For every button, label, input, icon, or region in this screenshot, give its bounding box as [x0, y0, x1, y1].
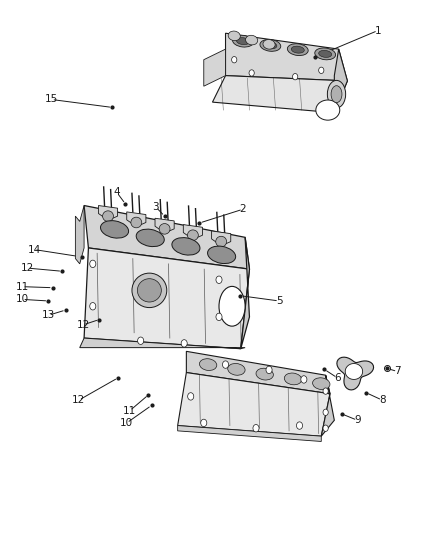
Circle shape — [181, 340, 187, 347]
Circle shape — [201, 419, 207, 426]
Ellipse shape — [327, 80, 346, 108]
Polygon shape — [155, 218, 174, 231]
Text: 5: 5 — [276, 296, 283, 306]
Ellipse shape — [132, 273, 167, 308]
Text: 13: 13 — [42, 310, 55, 320]
Ellipse shape — [100, 221, 129, 238]
Ellipse shape — [316, 100, 340, 120]
Circle shape — [319, 67, 324, 74]
Polygon shape — [75, 206, 84, 264]
Text: 11: 11 — [16, 281, 29, 292]
Polygon shape — [345, 364, 363, 379]
Text: 9: 9 — [354, 415, 361, 425]
Ellipse shape — [102, 211, 113, 221]
Text: 12: 12 — [21, 263, 34, 273]
Ellipse shape — [313, 378, 330, 390]
Circle shape — [249, 70, 254, 76]
Circle shape — [216, 276, 222, 284]
Ellipse shape — [284, 373, 302, 385]
Ellipse shape — [187, 230, 198, 240]
Polygon shape — [212, 76, 347, 113]
Text: 4: 4 — [113, 187, 120, 197]
Ellipse shape — [315, 48, 336, 60]
Text: 12: 12 — [72, 395, 85, 405]
Text: 10: 10 — [120, 418, 133, 428]
Polygon shape — [80, 338, 245, 349]
Ellipse shape — [233, 35, 253, 47]
Ellipse shape — [237, 38, 250, 45]
Ellipse shape — [287, 44, 308, 55]
Circle shape — [138, 337, 144, 344]
Circle shape — [323, 409, 328, 416]
Text: 2: 2 — [240, 204, 246, 214]
Ellipse shape — [131, 217, 142, 228]
Ellipse shape — [228, 364, 245, 375]
Circle shape — [301, 376, 307, 383]
Polygon shape — [84, 248, 250, 349]
Polygon shape — [178, 373, 330, 436]
Polygon shape — [184, 224, 202, 238]
Polygon shape — [226, 33, 347, 81]
Text: 7: 7 — [394, 367, 401, 376]
Polygon shape — [212, 231, 231, 244]
Text: 6: 6 — [334, 373, 341, 383]
Circle shape — [90, 303, 96, 310]
Circle shape — [253, 424, 259, 432]
Circle shape — [187, 393, 194, 400]
Circle shape — [293, 74, 298, 80]
Text: 8: 8 — [379, 395, 385, 405]
Text: 10: 10 — [16, 294, 29, 304]
Text: 3: 3 — [152, 202, 159, 212]
Circle shape — [323, 388, 328, 394]
Polygon shape — [204, 49, 226, 86]
Ellipse shape — [331, 86, 342, 103]
Ellipse shape — [228, 31, 240, 41]
Text: 1: 1 — [374, 26, 381, 36]
Ellipse shape — [136, 229, 164, 247]
Ellipse shape — [263, 39, 275, 49]
Polygon shape — [186, 351, 330, 394]
Ellipse shape — [260, 39, 281, 51]
Circle shape — [266, 366, 272, 374]
Polygon shape — [99, 206, 117, 219]
Ellipse shape — [291, 46, 304, 53]
Ellipse shape — [208, 246, 236, 264]
Ellipse shape — [159, 223, 170, 234]
Ellipse shape — [172, 238, 200, 255]
Text: 14: 14 — [28, 245, 41, 255]
Circle shape — [323, 425, 328, 431]
Circle shape — [297, 422, 303, 429]
Polygon shape — [334, 49, 347, 113]
Ellipse shape — [219, 286, 245, 326]
Text: 12: 12 — [77, 320, 90, 330]
Circle shape — [216, 313, 222, 320]
Ellipse shape — [319, 51, 332, 58]
Circle shape — [90, 260, 96, 268]
Polygon shape — [127, 212, 146, 225]
Ellipse shape — [246, 35, 258, 45]
Polygon shape — [321, 375, 334, 436]
Text: 11: 11 — [123, 406, 136, 416]
Ellipse shape — [138, 279, 161, 302]
Text: 15: 15 — [45, 94, 58, 104]
Polygon shape — [337, 357, 374, 390]
Polygon shape — [178, 425, 321, 441]
Circle shape — [223, 361, 229, 368]
Ellipse shape — [199, 359, 217, 370]
Polygon shape — [241, 237, 250, 349]
Ellipse shape — [216, 236, 226, 247]
Ellipse shape — [264, 42, 277, 49]
Circle shape — [232, 56, 237, 63]
Ellipse shape — [256, 368, 273, 380]
Polygon shape — [84, 206, 250, 269]
